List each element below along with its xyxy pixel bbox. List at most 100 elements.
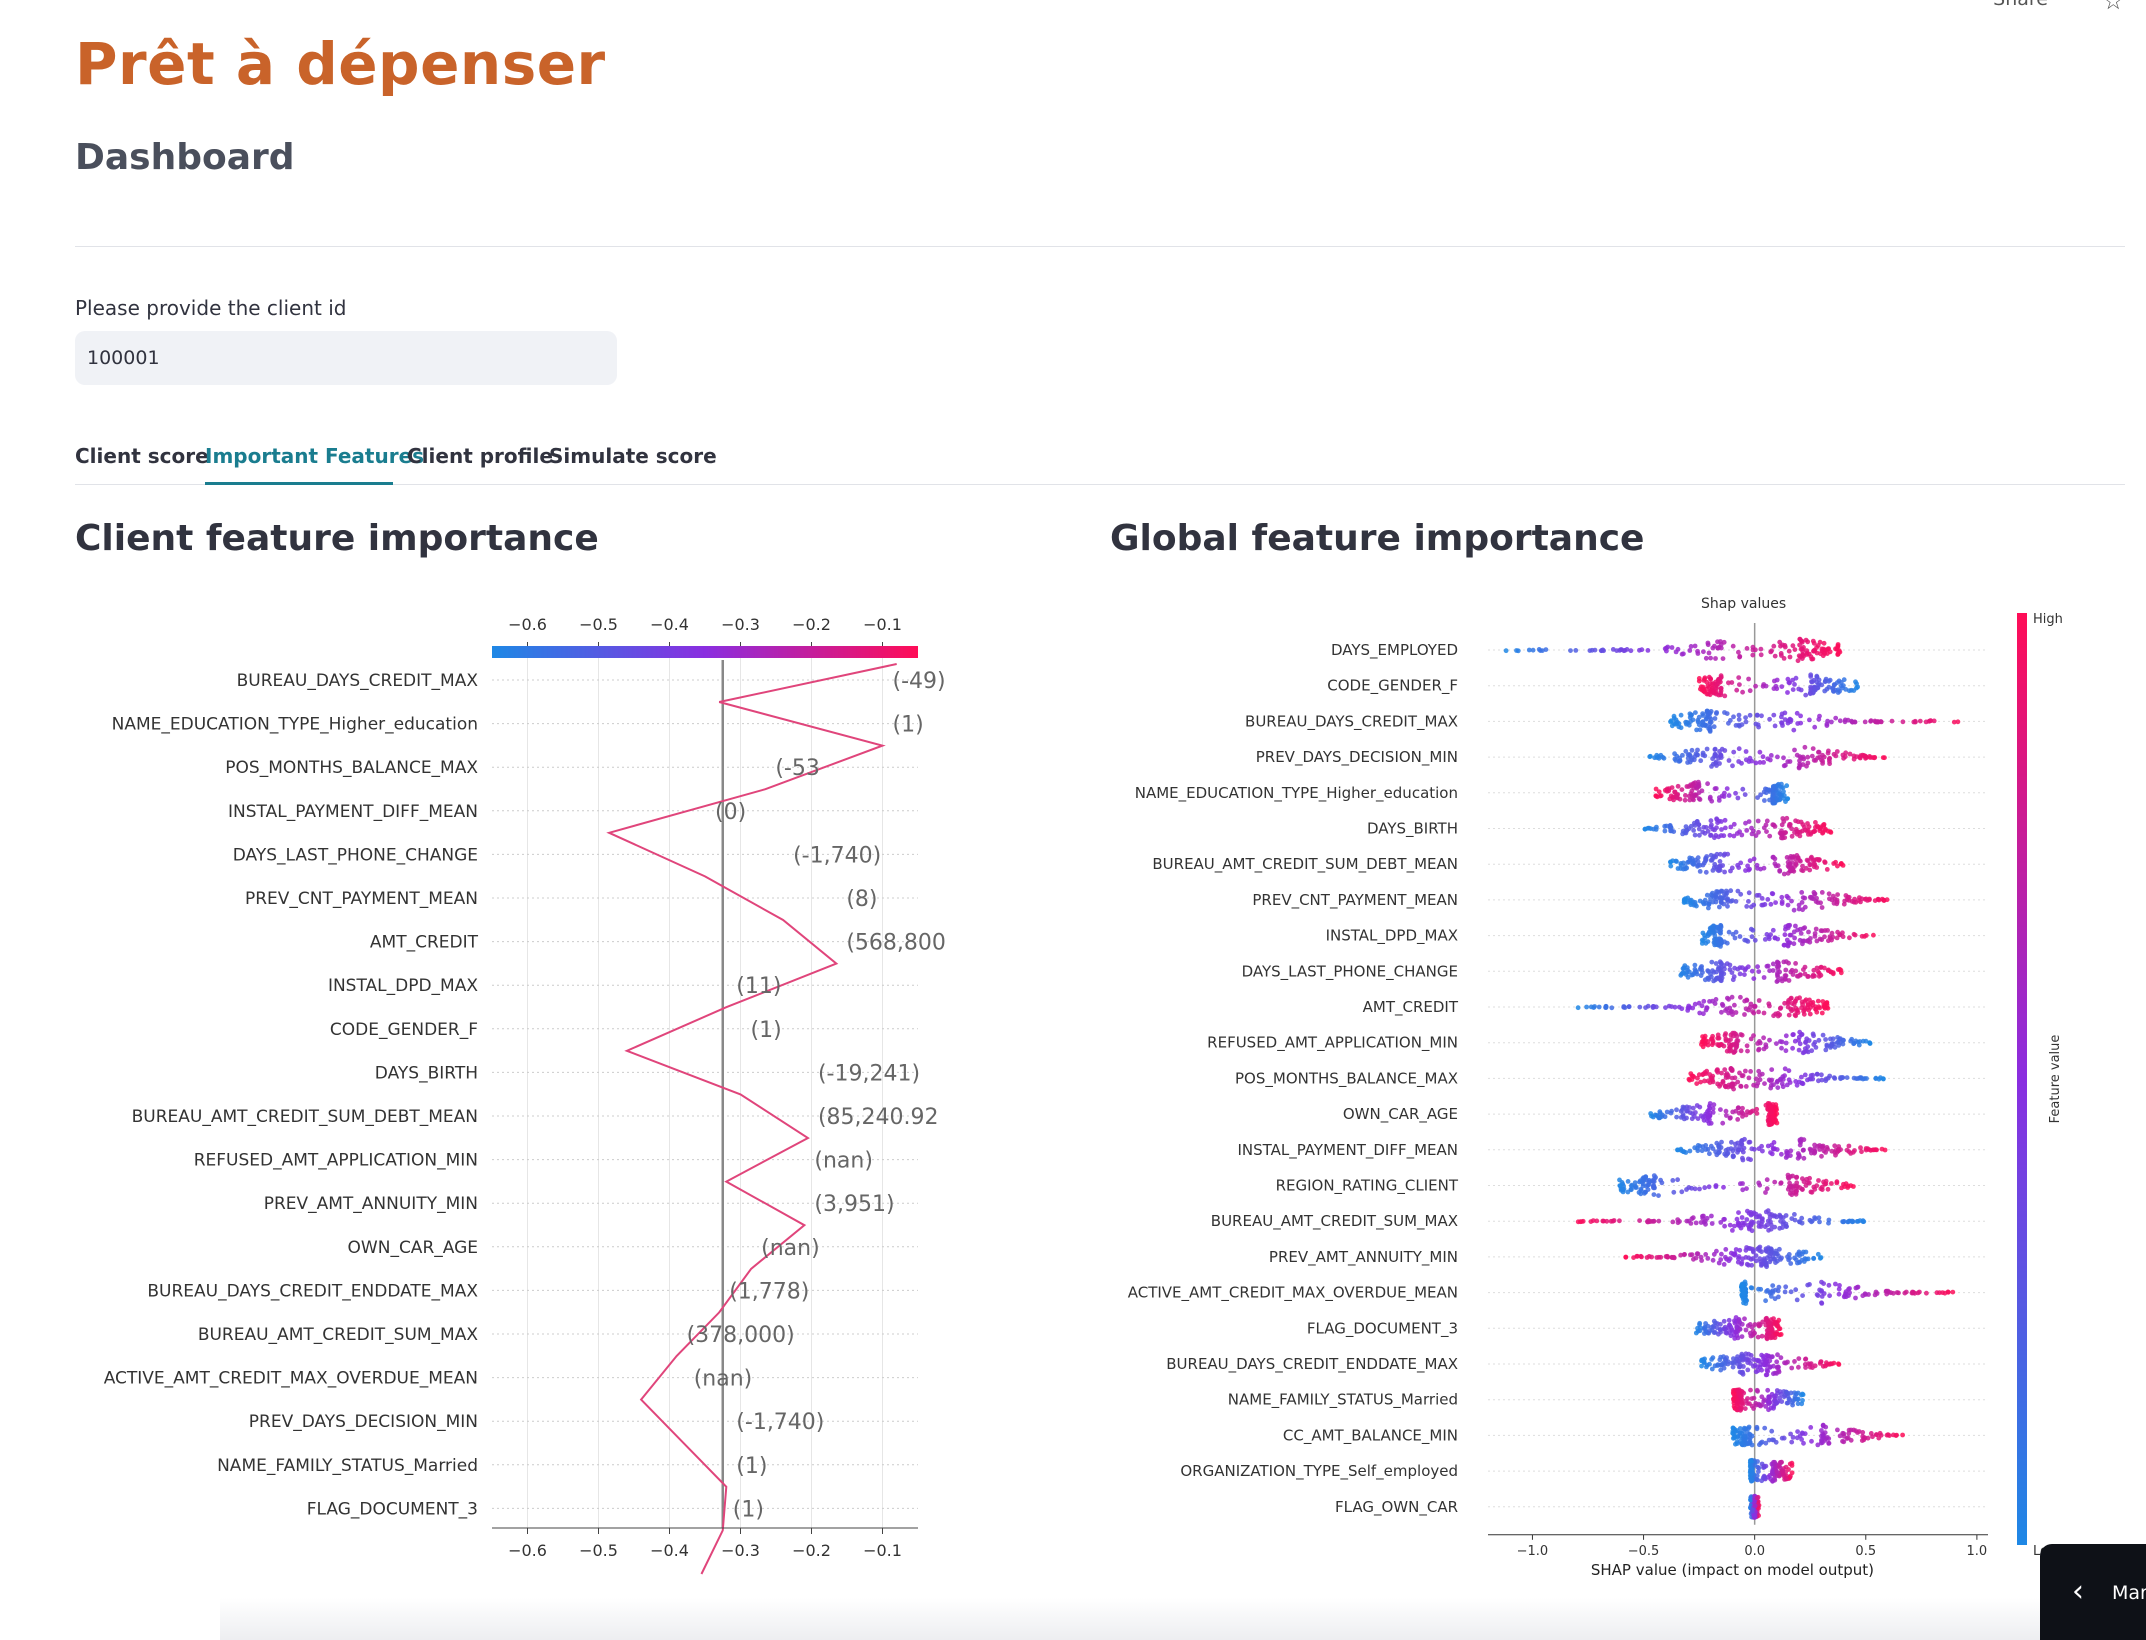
swarm-point: [1837, 649, 1843, 655]
swarm-point: [1723, 1108, 1729, 1114]
tab-important-features[interactable]: Important Features: [205, 444, 425, 468]
swarm-point: [1703, 1321, 1708, 1326]
swarm-point: [1741, 1425, 1747, 1431]
swarm-point: [1592, 647, 1598, 653]
swarm-point: [1696, 722, 1702, 728]
swarm-point: [1730, 1364, 1736, 1370]
swarm-point: [1763, 1298, 1768, 1304]
swarm-point: [1844, 1147, 1850, 1153]
swarm-point: [1841, 1439, 1847, 1445]
swarm-point: [1924, 1290, 1929, 1296]
swarm-point: [1820, 830, 1825, 836]
swarm-point: [1681, 1252, 1687, 1257]
feature-label: BUREAU_DAYS_CREDIT_ENDDATE_MAX: [1166, 1355, 1458, 1374]
swarm-point: [1755, 1364, 1760, 1370]
swarm-point: [1628, 1187, 1634, 1193]
feature-swarm: [1686, 1066, 1886, 1092]
swarm-point: [1679, 1189, 1685, 1195]
swarm-point: [1874, 1432, 1879, 1437]
star-icon[interactable]: ☆: [2102, 0, 2124, 15]
swarm-point: [1753, 647, 1758, 653]
swarm-point: [1855, 684, 1860, 690]
swarm-point: [1797, 833, 1803, 839]
feature-swarm: [1699, 1351, 1842, 1378]
swarm-point: [1742, 998, 1748, 1004]
swarm-point: [1725, 851, 1731, 857]
swarm-point: [1799, 1074, 1804, 1080]
swarm-point: [1666, 788, 1672, 794]
swarm-point: [1756, 969, 1762, 974]
swarm-point: [1862, 719, 1868, 725]
swarm-point: [1579, 1219, 1584, 1224]
swarm-point: [1768, 1078, 1773, 1084]
feature-swarm: [1739, 1279, 1956, 1306]
swarm-point: [1687, 1110, 1693, 1115]
feature-label: REFUSED_AMT_APPLICATION_MIN: [1207, 1034, 1458, 1053]
tab-client-profile[interactable]: Client profile: [407, 444, 553, 468]
manage-app-button[interactable]: ‹ Manage app: [2040, 1544, 2146, 1640]
swarm-point: [1780, 1084, 1786, 1090]
swarm-point: [1717, 1149, 1722, 1155]
swarm-point: [1756, 1009, 1761, 1015]
swarm-point: [1715, 639, 1720, 645]
swarm-point: [1793, 1191, 1799, 1197]
swarm-point: [1754, 1106, 1760, 1112]
swarm-point: [1731, 821, 1737, 827]
swarm-point: [1805, 760, 1811, 766]
tab-simulate-score[interactable]: Simulate score: [549, 444, 717, 468]
swarm-point: [1736, 675, 1742, 680]
swarm-point: [1705, 781, 1710, 787]
swarm-point: [1792, 935, 1797, 941]
swarm-point: [1934, 1290, 1940, 1296]
swarm-point: [1694, 727, 1699, 733]
swarm-point: [1664, 823, 1669, 829]
swarm-point: [1791, 941, 1797, 947]
swarm-point: [1790, 867, 1796, 873]
swarm-point: [1722, 790, 1727, 796]
x-tick-label: 0.0: [1744, 1544, 1765, 1559]
swarm-point: [1711, 1330, 1717, 1335]
swarm-point: [1720, 656, 1726, 661]
swarm-point: [1594, 1218, 1600, 1224]
swarm-point: [1767, 1325, 1773, 1331]
swarm-point: [1767, 1037, 1772, 1043]
share-button[interactable]: Share: [1993, 0, 2048, 10]
swarm-point: [1715, 645, 1721, 651]
swarm-point: [1757, 1077, 1763, 1083]
swarm-point: [1740, 1256, 1745, 1262]
decision-line: [606, 663, 897, 1575]
swarm-point: [1806, 1038, 1812, 1043]
swarm-point: [1823, 1037, 1828, 1042]
swarm-point: [1777, 868, 1783, 874]
tab-client-score[interactable]: Client score: [75, 444, 209, 468]
swarm-point: [1706, 931, 1712, 936]
swarm-point: [1807, 717, 1812, 723]
feature-label: NAME_FAMILY_STATUS_Married: [1228, 1391, 1458, 1410]
swarm-point: [1839, 1075, 1845, 1080]
swarm-point: [1764, 1367, 1770, 1373]
swarm-point: [1768, 1226, 1774, 1232]
swarm-point: [1678, 725, 1684, 731]
swarm-point: [1808, 654, 1814, 659]
swarm-point: [1724, 940, 1730, 946]
swarm-point: [1816, 1178, 1821, 1183]
swarm-point: [1840, 1041, 1846, 1047]
swarm-point: [1742, 1433, 1747, 1438]
swarm-point: [1788, 996, 1794, 1002]
swarm-point: [1799, 890, 1805, 895]
swarm-point: [1795, 1429, 1800, 1434]
swarm-point: [1674, 1114, 1679, 1120]
swarm-point: [1761, 825, 1767, 831]
swarm-point: [1747, 858, 1753, 864]
swarm-point: [1702, 1070, 1708, 1075]
swarm-point: [1806, 1361, 1811, 1367]
swarm-point: [1754, 893, 1760, 898]
swarm-point: [1772, 1179, 1778, 1185]
swarm-point: [1768, 1335, 1774, 1341]
swarm-point: [1798, 931, 1804, 936]
client-id-input[interactable]: [75, 331, 617, 385]
swarm-point: [1780, 1074, 1786, 1080]
swarm-point: [1715, 1081, 1720, 1087]
swarm-point: [1732, 935, 1738, 941]
swarm-point: [1796, 653, 1802, 659]
